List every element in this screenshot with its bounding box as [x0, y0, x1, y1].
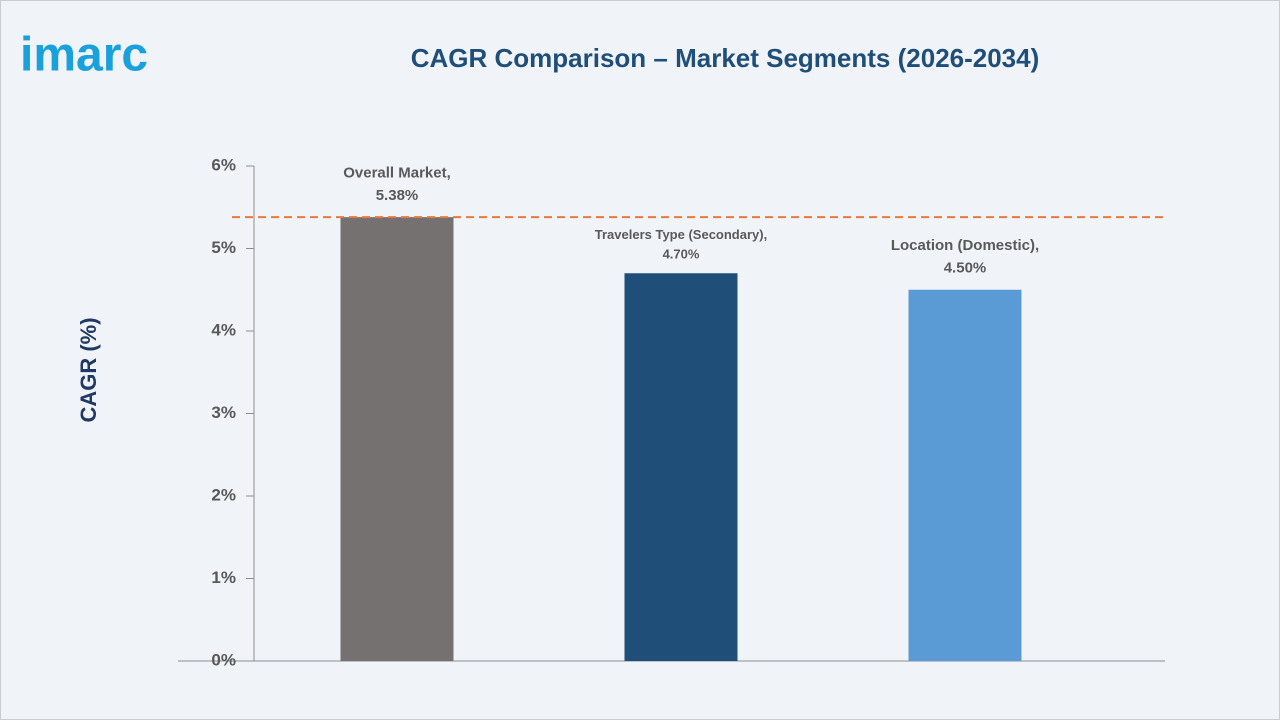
y-tick-label: 0% [211, 650, 236, 669]
data-label: 4.70% [663, 246, 700, 261]
y-axis-label: CAGR (%) [76, 317, 101, 422]
logo: imarc [20, 29, 148, 82]
data-label: 4.50% [944, 260, 987, 277]
data-label-category: Location (Domestic), [891, 237, 1039, 254]
bar [340, 217, 454, 661]
bar [624, 273, 738, 661]
data-label: 5.38% [376, 187, 419, 204]
data-label-category: Overall Market, [343, 165, 451, 182]
y-tick-label: 4% [211, 320, 236, 339]
bar [908, 289, 1022, 661]
y-tick-label: 3% [211, 403, 236, 422]
y-tick-label: 5% [211, 238, 236, 257]
y-tick-label: 2% [211, 485, 236, 504]
y-tick-label: 6% [211, 155, 236, 174]
data-label-category: Travelers Type (Secondary), [595, 227, 767, 242]
chart-title: CAGR Comparison – Market Segments (2026-… [411, 43, 1040, 73]
y-tick-label: 1% [211, 568, 236, 587]
